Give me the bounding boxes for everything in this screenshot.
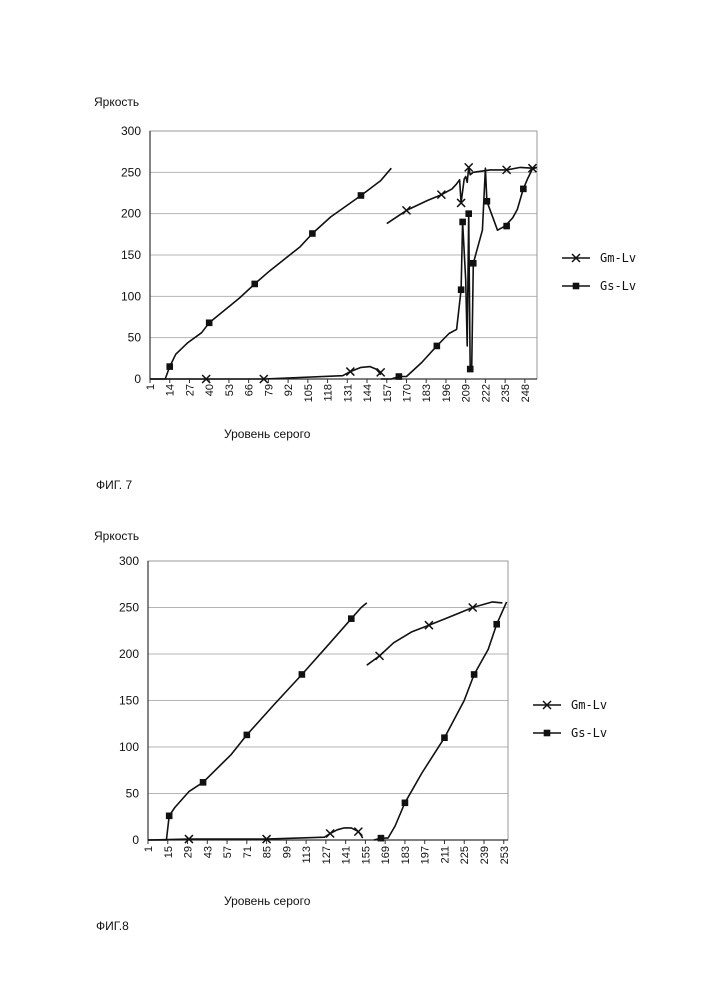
data-point-gm-lv <box>326 829 334 837</box>
x-tick-label: 127 <box>321 846 333 864</box>
y-tick-label: 200 <box>119 647 139 661</box>
x-tick-label: 155 <box>360 846 372 864</box>
x-tick-label: 15 <box>163 846 175 858</box>
series-line-gs-lv <box>148 603 367 840</box>
x-tick-label: 169 <box>380 846 392 864</box>
data-point-gs-lv <box>441 734 448 741</box>
x-axis-title: Уровень серого <box>224 894 310 908</box>
x-tick-label: 29 <box>183 846 195 858</box>
data-point-gs-lv <box>166 813 173 820</box>
x-tick-label: 57 <box>222 846 234 858</box>
x-tick-label: 141 <box>341 846 353 864</box>
x-tick-label: 197 <box>420 846 432 864</box>
x-tick-label: 253 <box>499 846 511 864</box>
y-tick-label: 100 <box>119 740 139 754</box>
x-tick-label: 85 <box>262 846 274 858</box>
data-point-gs-lv <box>200 779 207 786</box>
data-point-gs-lv <box>471 671 478 678</box>
series-line-gs-lv <box>374 602 507 840</box>
data-point-gs-lv <box>402 800 409 807</box>
x-tick-label: 113 <box>301 846 313 864</box>
data-point-gm-lv <box>425 621 433 629</box>
x-tick-label: 99 <box>281 846 293 858</box>
x-tick-label: 239 <box>479 846 491 864</box>
legend-marker <box>544 730 551 737</box>
x-tick-label: 211 <box>439 846 451 864</box>
data-point-gs-lv <box>348 615 355 622</box>
data-point-gs-lv <box>493 621 500 628</box>
y-tick-label: 150 <box>119 694 139 708</box>
y-tick-label: 0 <box>132 833 139 847</box>
data-point-gs-lv <box>378 835 385 842</box>
series-line-gm-lv <box>367 602 503 665</box>
figure-caption: ФИГ.8 <box>96 919 129 933</box>
y-tick-label: 50 <box>126 787 140 801</box>
data-point-gm-lv <box>376 652 384 660</box>
x-tick-label: 71 <box>242 846 254 858</box>
data-point-gs-lv <box>299 671 306 678</box>
legend-label: Gm-Lv <box>571 698 607 712</box>
x-tick-label: 1 <box>143 846 155 852</box>
y-tick-label: 250 <box>119 601 139 615</box>
y-tick-label: 300 <box>119 554 139 568</box>
legend-label: Gs-Lv <box>571 726 607 740</box>
x-tick-label: 43 <box>202 846 214 858</box>
x-tick-label: 183 <box>400 846 412 864</box>
data-point-gm-lv <box>354 828 362 836</box>
x-tick-label: 225 <box>459 846 471 864</box>
data-point-gs-lv <box>244 732 251 739</box>
